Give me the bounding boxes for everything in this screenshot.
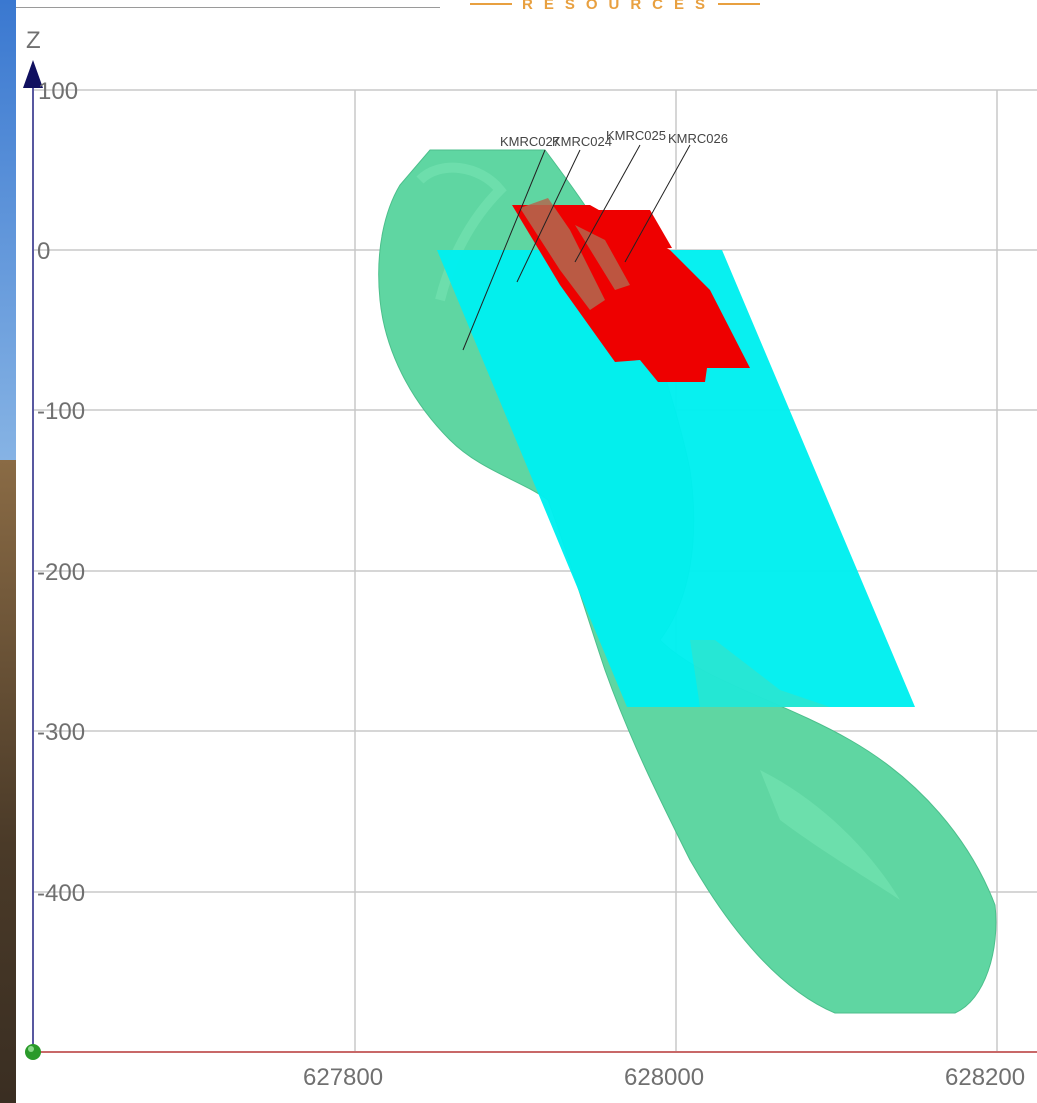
orebody-highlight-lower	[760, 770, 900, 900]
drillhole-label: KMRC025	[606, 128, 666, 143]
ground-photo	[0, 460, 16, 1103]
high-grade-zone-brown-2	[575, 225, 630, 290]
plane-orebody-overlap	[690, 640, 830, 707]
sky-photo	[0, 0, 16, 460]
z-tick-label: -300	[37, 719, 85, 746]
drillhole-trace-4	[624, 144, 691, 263]
drillhole-label: KMRC024	[552, 134, 612, 149]
z-tick-label: 100	[38, 78, 78, 105]
x-tick-label: 627800	[303, 1064, 383, 1091]
logo-dash-left	[470, 3, 512, 5]
z-tick-label: 0	[37, 238, 50, 265]
logo-dash-right	[718, 3, 761, 5]
z-tick-label: -200	[37, 559, 85, 586]
drillhole-trace-2	[516, 149, 581, 283]
x-tick-label: 628000	[624, 1064, 704, 1091]
header-rule	[16, 7, 440, 8]
x-tick-labels: 627800 628000 628200	[303, 1064, 1025, 1091]
background-photo-strip	[0, 0, 16, 1103]
drillhole-labels: KMRC027 KMRC024 KMRC025 KMRC026	[500, 128, 728, 149]
logo-text: RESOURCES	[522, 0, 717, 13]
drillhole-label: KMRC026	[668, 131, 728, 146]
high-grade-zone-top	[590, 210, 672, 250]
drillhole-trace-1	[462, 149, 546, 351]
z-axis-arrow	[23, 60, 43, 88]
high-grade-zones	[512, 198, 750, 382]
z-axis-title: Z	[26, 27, 41, 54]
drillhole-trace-3	[574, 144, 641, 263]
z-tick-label: -400	[37, 880, 85, 907]
z-tick-labels: 100 0 -100 -200 -300 -400	[37, 78, 85, 907]
company-logo: RESOURCES	[470, 0, 761, 15]
axis-origin-highlight	[28, 1046, 34, 1052]
x-tick-label: 628200	[945, 1064, 1025, 1091]
high-grade-zone-brown	[520, 198, 605, 310]
drillhole-label: KMRC027	[500, 134, 560, 149]
section-plane	[437, 250, 915, 707]
axis-origin-marker	[25, 1044, 41, 1060]
z-tick-label: -100	[37, 398, 85, 425]
drillhole-traces	[462, 144, 691, 351]
